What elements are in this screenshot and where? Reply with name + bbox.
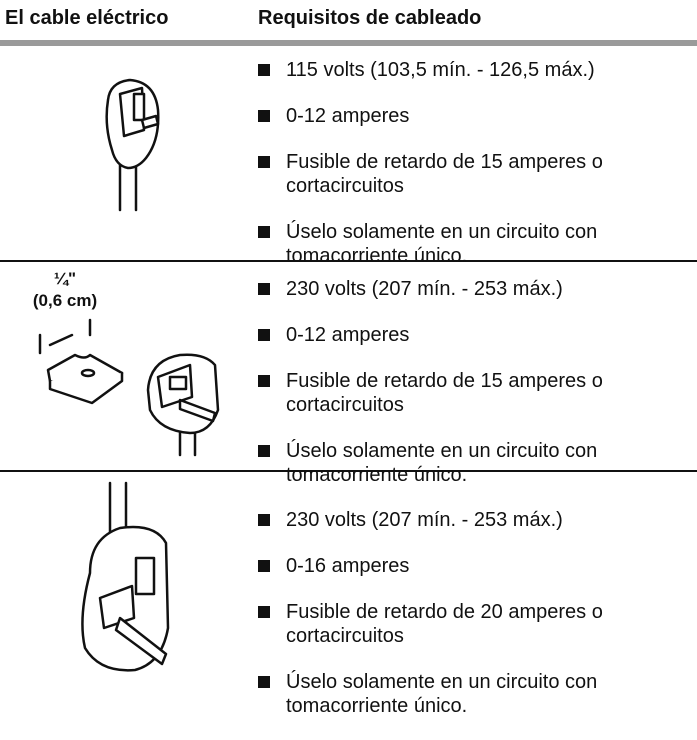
figure-label: ¼" [53, 269, 77, 288]
column-header: Requisitos de cableado [258, 7, 482, 29]
requirement-item: 230 volts (207 mín. - 253 máx.) [258, 508, 688, 532]
plug-illustration [81, 481, 170, 672]
column-header: El cable eléctrico [5, 7, 169, 29]
page: {"header": {"col1": "El cable eléctrico"… [0, 7, 697, 717]
requirement-item: 115 volts (103,5 mín. - 126,5 máx.) [258, 58, 688, 82]
requirement-item: 0-12 amperes [258, 104, 688, 128]
requirement-item: Fusible de retardo de 15 amperes o corta… [258, 369, 688, 417]
plug-illustration [105, 78, 160, 212]
requirement-item: 230 volts (207 mín. - 253 máx.) [258, 277, 688, 301]
requirement-item: 0-12 amperes [258, 323, 688, 347]
requirement-item: Úselo solamente en un circuito con tomac… [258, 670, 688, 718]
figure-label: (0,6 cm) [32, 291, 98, 310]
requirements-list: 230 volts (207 mín. - 253 máx.) 0-16 ampe… [258, 508, 688, 740]
requirement-item: Fusible de retardo de 15 amperes o corta… [258, 150, 688, 198]
requirement-item: 0-16 amperes [258, 554, 688, 578]
plug-illustration [38, 318, 220, 457]
requirement-item: Úselo solamente en un circuito con tomac… [258, 220, 688, 268]
requirement-item: Úselo solamente en un circuito con tomac… [258, 439, 688, 487]
requirement-item: Fusible de retardo de 20 amperes o corta… [258, 600, 688, 648]
row-separator [0, 470, 697, 472]
header-rule [0, 40, 697, 46]
requirements-list: 115 volts (103,5 mín. - 126,5 máx.) 0-12 … [258, 58, 688, 290]
row-separator [0, 260, 697, 262]
requirements-list: 230 volts (207 mín. - 253 máx.) 0-12 ampe… [258, 277, 688, 509]
